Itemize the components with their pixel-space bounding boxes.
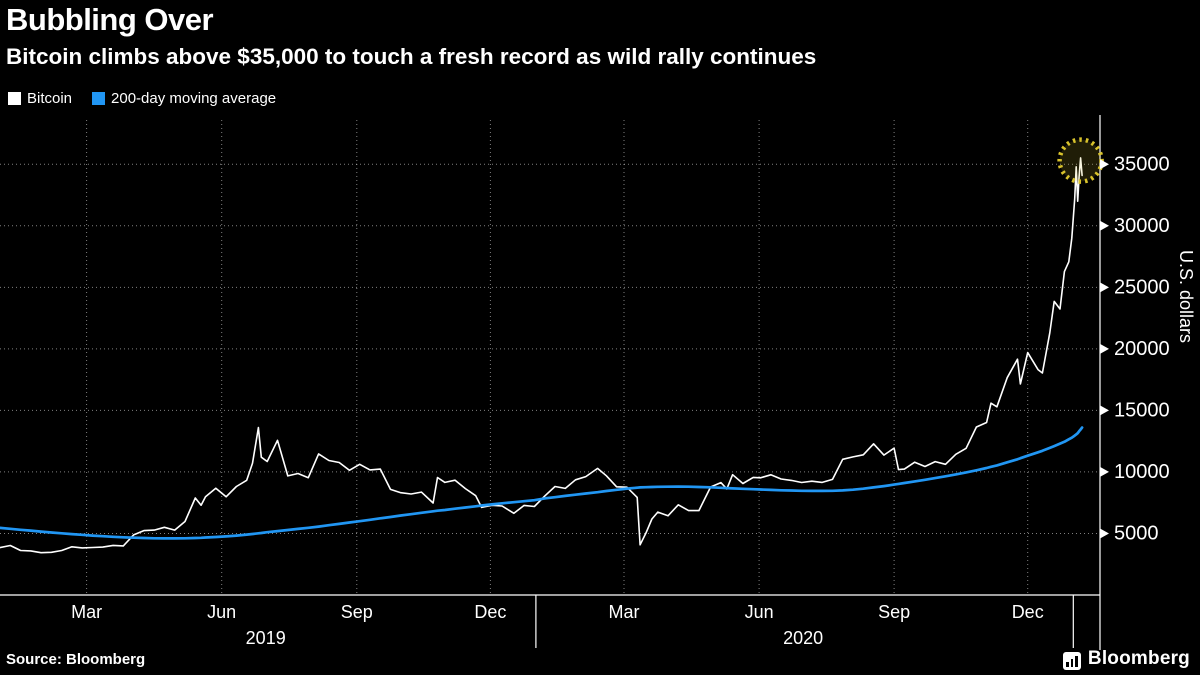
- y-tick-arrow-icon: [1100, 528, 1109, 539]
- y-tick-arrow-icon: [1100, 159, 1109, 170]
- legend-label-bitcoin: Bitcoin: [27, 90, 73, 107]
- y-tick-label: 35000: [1114, 153, 1170, 175]
- y-axis-title: U.S. dollars: [1176, 250, 1196, 344]
- x-tick-label: Sep: [878, 602, 910, 622]
- legend-item-bitcoin: Bitcoin: [8, 90, 72, 107]
- bitcoin-swatch-icon: [8, 92, 21, 105]
- price-chart: 5000 10000 15000 20000 25000 30000 35000 Mar Jun…: [0, 115, 1170, 650]
- x-tick-label: Dec: [474, 602, 506, 622]
- legend: Bitcoin 200-day moving average: [8, 90, 276, 107]
- y-tick-arrow-icon: [1100, 343, 1109, 354]
- x-tick-label: Jun: [745, 602, 774, 622]
- chart-title: Bubbling Over: [6, 2, 214, 37]
- year-label: 2019: [246, 628, 286, 648]
- bloomberg-logo: Bloomberg: [1062, 648, 1190, 670]
- y-tick-label: 5000: [1114, 523, 1159, 545]
- ma-200-line: [0, 426, 1084, 540]
- footer: Source: Bloomberg Bloomberg: [0, 645, 1200, 675]
- bloomberg-logo-bars-icon: [1062, 652, 1081, 670]
- x-tick-label: Jun: [207, 602, 236, 622]
- y-tick-label: 15000: [1114, 399, 1170, 421]
- y-tick-arrow-icon: [1100, 220, 1109, 231]
- x-tick-label: Dec: [1012, 602, 1044, 622]
- x-tick-label: Mar: [609, 602, 640, 622]
- record-highlight-circle: [1057, 137, 1104, 184]
- x-tick-label: Mar: [71, 602, 102, 622]
- legend-label-moving-average: 200-day moving average: [111, 90, 277, 107]
- legend-item-moving-average: 200-day moving average: [92, 90, 276, 107]
- y-tick-arrow-icon: [1100, 282, 1109, 293]
- year-label: 2020: [783, 628, 823, 648]
- y-tick-arrow-icon: [1100, 466, 1109, 477]
- y-tick-label: 25000: [1114, 276, 1170, 298]
- source-label: Source: Bloomberg: [6, 650, 146, 668]
- chart-subtitle: Bitcoin climbs above $35,000 to touch a …: [6, 44, 817, 69]
- y-tick-label: 30000: [1114, 215, 1170, 237]
- bloomberg-wordmark: Bloomberg: [1087, 648, 1190, 669]
- y-tick-arrow-icon: [1100, 405, 1109, 416]
- bitcoin-line: [0, 157, 1083, 554]
- y-tick-label: 10000: [1114, 461, 1170, 483]
- y-tick-label: 20000: [1114, 338, 1170, 360]
- moving-average-swatch-icon: [92, 92, 106, 105]
- x-tick-label: Sep: [341, 602, 373, 622]
